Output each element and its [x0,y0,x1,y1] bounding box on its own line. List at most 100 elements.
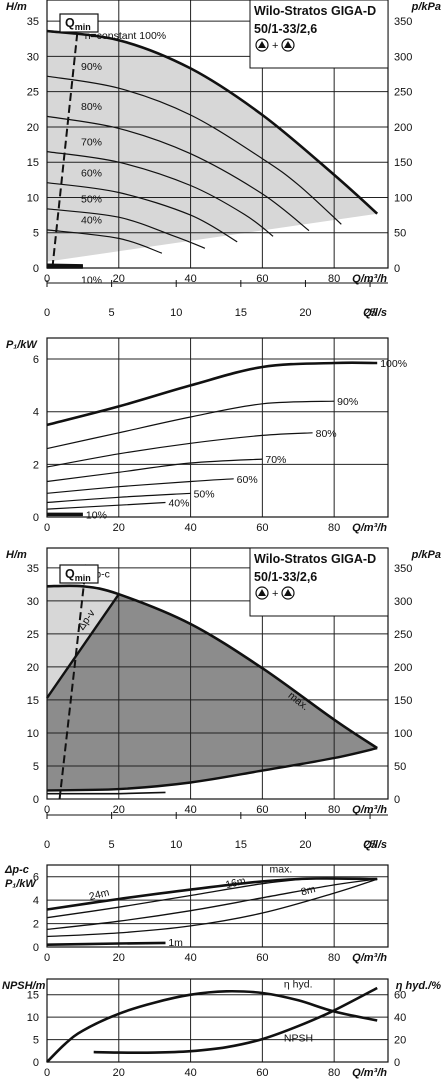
dpc-power-curve-label: max. [270,864,293,876]
power-curve-label: 80% [316,428,337,440]
qmin-box [59,564,99,584]
y-tick-label: 35 [27,16,39,28]
y-tick-label: 5 [33,761,39,773]
x-tick-label: 20 [113,1067,125,1079]
secondary-x-axis-label: Q/l/s [363,839,387,851]
x-tick-label: 0 [44,522,50,534]
y-axis-label: P₁/kW [5,878,37,890]
y-axis-label: H/m [6,549,27,561]
power-curve-label: 40% [168,498,189,510]
speed-curve-50% [46,208,206,249]
qmin-line [58,561,88,800]
y-right-tick-label: 250 [394,87,412,99]
secondary-x-tick-label: 20 [299,839,311,851]
y-tick-label: 15 [27,990,39,1002]
speed-curve-label: 10% [81,275,102,287]
secondary-x-axis-label: Q/l/s [363,307,387,319]
y-right-tick-label: 50 [394,761,406,773]
y-right-tick-label: 20 [394,1035,406,1047]
secondary-x-tick-label: 25 [364,839,376,851]
speed-curve-90% [46,75,342,225]
power-curve-60% [46,478,234,494]
y-right-tick-label: 50 [394,228,406,240]
speed-curve-label: 90% [81,61,102,73]
product-model: 50/1-33/2,6 [254,22,317,36]
npsh-curve [93,986,378,1055]
twin-pump-icon [255,38,295,52]
efficiency-label: η hyd. [284,978,313,990]
dpv-area [47,594,378,791]
speed-curve-60% [46,182,238,243]
y-axis-label-top: Δp-c [4,864,29,876]
title-box [249,547,389,617]
y-tick-label: 4 [33,895,39,907]
qmin-line [51,13,81,269]
secondary-x-tick-label: 5 [109,839,115,851]
power-curve-label: 70% [265,454,286,466]
y-tick-label: 5 [33,1035,39,1047]
x-tick-label: 0 [44,804,50,816]
y-right-tick-label: 0 [394,263,400,275]
qmin-subscript: min [75,22,91,32]
secondary-x-tick-label: 15 [235,839,247,851]
x-tick-label: 40 [184,1067,196,1079]
y-tick-label: 2 [33,919,39,931]
min-curve [46,746,378,792]
pump-triangle-icon [258,41,266,48]
x-tick-label: 80 [328,273,340,285]
y-right-tick-label: 150 [394,157,412,169]
dpc-power-curve-label: 1m [168,937,183,949]
power-curve-70% [46,458,263,483]
y-tick-label: 20 [27,662,39,674]
secondary-x-tick-label: 5 [109,307,115,319]
y-tick-label: 30 [27,51,39,63]
x-tick-label: 0 [44,1067,50,1079]
efficiency-curve [46,989,378,1063]
x-tick-label: 20 [113,273,125,285]
power-curve-label: 10% [86,509,107,521]
speed-curve-label: 50% [81,193,102,205]
y-right-tick-label: 40 [394,1012,406,1024]
y-tick-label: 20 [27,122,39,134]
y-tick-label: 0 [33,263,39,275]
secondary-x-tick-label: 10 [170,839,182,851]
pump-triangle-icon [284,589,292,596]
speed-curve-label: 80% [81,101,102,113]
y-right-tick-label: 60 [394,990,406,1002]
y-tick-label: 15 [27,157,39,169]
speed-curve-40% [46,229,163,254]
secondary-x-tick-label: 10 [170,307,182,319]
secondary-x-tick-label: 0 [44,839,50,851]
x-axis-label: Q/m³/h [352,1067,387,1079]
x-tick-label: 80 [328,522,340,534]
secondary-x-tick-label: 15 [235,307,247,319]
operating-area [47,31,378,262]
x-tick-label: 60 [256,804,268,816]
x-axis-label: Q/m³/h [352,804,387,816]
y-right-tick-label: 200 [394,662,412,674]
title-box [249,0,389,69]
y-right-tick-label: 0 [394,1057,400,1069]
plus-sign: + [272,40,278,52]
x-tick-label: 20 [113,804,125,816]
y-axis-label: NPSH/m [2,980,46,992]
y-tick-label: 0 [33,1057,39,1069]
x-tick-label: 40 [184,804,196,816]
x-tick-label: 60 [256,952,268,964]
speed-curve-80% [46,115,310,232]
secondary-x-tick-label: 25 [364,307,376,319]
y-right-tick-label: 150 [394,695,412,707]
y-right-tick-label: 300 [394,51,412,63]
x-tick-label: 20 [113,952,125,964]
secondary-x-tick-label: 0 [44,307,50,319]
product-title: Wilo-Stratos GIGA-D [254,4,376,18]
qmin-subscript: min [75,573,91,583]
dpc-power-curve-label: 8m [300,883,317,898]
dpc-power-curve-16m [46,878,378,931]
npsh-label: NPSH [284,1032,313,1044]
x-tick-label: 40 [184,952,196,964]
y-tick-label: 10 [27,1012,39,1024]
dpc-power-curve-1m [46,941,166,946]
